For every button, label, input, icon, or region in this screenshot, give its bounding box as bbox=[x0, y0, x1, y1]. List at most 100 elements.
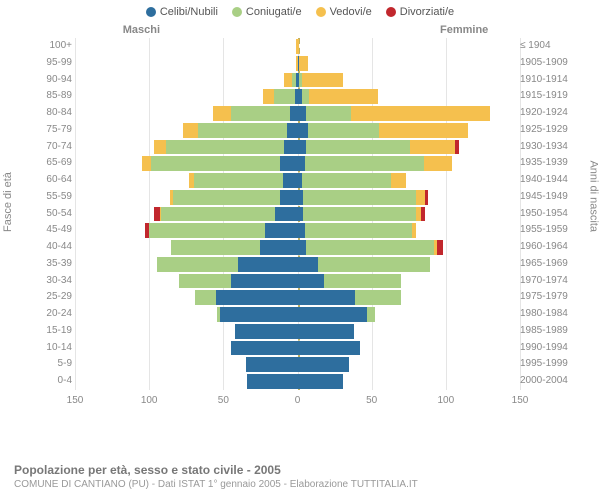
segment bbox=[298, 324, 354, 339]
age-row bbox=[75, 340, 520, 357]
age-label: 0-4 bbox=[34, 373, 72, 390]
age-row bbox=[75, 256, 520, 273]
age-label: 45-49 bbox=[34, 222, 72, 239]
segment bbox=[416, 190, 425, 205]
birth-year-label: 1935-1939 bbox=[520, 155, 574, 172]
segment bbox=[154, 140, 166, 155]
birth-year-label: 1945-1949 bbox=[520, 189, 574, 206]
segment bbox=[424, 156, 452, 171]
segment bbox=[309, 89, 377, 104]
age-row bbox=[75, 139, 520, 156]
segment bbox=[161, 207, 275, 222]
female-bar bbox=[298, 106, 491, 121]
segment bbox=[290, 106, 297, 121]
age-label: 35-39 bbox=[34, 256, 72, 273]
segment bbox=[238, 257, 297, 272]
segment bbox=[231, 106, 290, 121]
legend-swatch bbox=[232, 7, 242, 17]
segment bbox=[298, 240, 307, 255]
age-label: 5-9 bbox=[34, 356, 72, 373]
segment bbox=[298, 123, 308, 138]
segment bbox=[298, 257, 319, 272]
female-bar bbox=[298, 156, 452, 171]
segment bbox=[216, 290, 298, 305]
male-bar bbox=[170, 190, 298, 205]
segment bbox=[298, 106, 307, 121]
age-label: 80-84 bbox=[34, 105, 72, 122]
birth-year-label: 1970-1974 bbox=[520, 273, 574, 290]
female-bar bbox=[298, 207, 426, 222]
male-bar bbox=[231, 341, 298, 356]
male-bar bbox=[263, 89, 297, 104]
birth-year-label: 1905-1909 bbox=[520, 55, 574, 72]
male-bar bbox=[217, 307, 297, 322]
segment bbox=[287, 123, 297, 138]
segment bbox=[305, 156, 424, 171]
female-bar bbox=[298, 257, 430, 272]
female-bar bbox=[298, 324, 354, 339]
legend-swatch bbox=[146, 7, 156, 17]
age-row bbox=[75, 38, 520, 55]
male-bar bbox=[154, 140, 298, 155]
male-bar bbox=[179, 274, 298, 289]
x-axis: 15010050050100150 bbox=[75, 392, 520, 406]
male-bar bbox=[213, 106, 298, 121]
male-bar bbox=[189, 173, 297, 188]
segment bbox=[275, 207, 297, 222]
segment bbox=[247, 374, 297, 389]
birth-year-label: 1925-1929 bbox=[520, 122, 574, 139]
age-row bbox=[75, 373, 520, 390]
segment bbox=[455, 140, 459, 155]
female-bar bbox=[298, 357, 350, 372]
birth-year-label: 1930-1934 bbox=[520, 139, 574, 156]
x-tick: 100 bbox=[141, 395, 158, 406]
age-row bbox=[75, 55, 520, 72]
legend-label: Celibi/Nubili bbox=[160, 6, 218, 18]
segment bbox=[412, 223, 416, 238]
segment bbox=[302, 73, 344, 88]
age-label: 50-54 bbox=[34, 206, 72, 223]
female-bar bbox=[298, 341, 360, 356]
segment bbox=[306, 240, 434, 255]
segment bbox=[231, 274, 298, 289]
segment bbox=[355, 290, 401, 305]
segment bbox=[220, 307, 297, 322]
age-row bbox=[75, 189, 520, 206]
segment bbox=[318, 257, 429, 272]
segment bbox=[302, 89, 309, 104]
male-bar bbox=[157, 257, 298, 272]
segment bbox=[298, 341, 360, 356]
chart-footer: Popolazione per età, sesso e stato civil… bbox=[14, 463, 418, 490]
label-males: Maschi bbox=[0, 24, 300, 36]
segment bbox=[306, 106, 351, 121]
legend-label: Coniugati/e bbox=[246, 6, 302, 18]
segment bbox=[157, 257, 239, 272]
age-row bbox=[75, 72, 520, 89]
segment bbox=[437, 240, 443, 255]
pyramid-chart: Fasce di età Anni di nascita 15010050050… bbox=[20, 36, 580, 416]
segment bbox=[280, 156, 298, 171]
age-row bbox=[75, 172, 520, 189]
birth-year-label: 1910-1914 bbox=[520, 72, 574, 89]
birth-year-label: 1955-1959 bbox=[520, 222, 574, 239]
segment bbox=[421, 207, 425, 222]
age-row bbox=[75, 306, 520, 323]
segment bbox=[298, 39, 299, 54]
segment bbox=[298, 357, 350, 372]
segment bbox=[166, 140, 285, 155]
legend-swatch bbox=[316, 7, 326, 17]
female-bar bbox=[298, 39, 299, 54]
segment bbox=[367, 307, 374, 322]
birth-year-label: 1990-1994 bbox=[520, 340, 574, 357]
segment bbox=[149, 223, 265, 238]
male-bar bbox=[171, 240, 297, 255]
female-bar bbox=[298, 190, 428, 205]
y-axis-right-title: Anni di nascita bbox=[588, 160, 600, 232]
plot-area bbox=[75, 38, 520, 390]
male-bar bbox=[235, 324, 297, 339]
segment bbox=[308, 123, 379, 138]
female-bar bbox=[298, 173, 406, 188]
segment bbox=[231, 341, 298, 356]
male-bar bbox=[195, 290, 297, 305]
segment bbox=[283, 173, 298, 188]
